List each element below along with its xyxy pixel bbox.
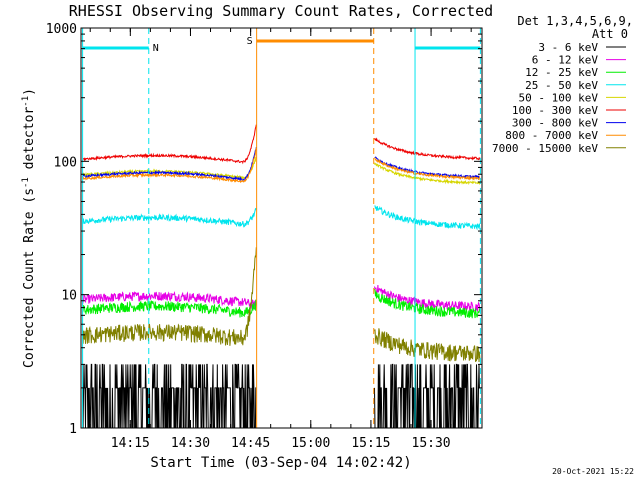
series-segment (374, 205, 481, 231)
series-segment (82, 124, 257, 165)
axis-ticks: 1 10 100 1000 14:15 14:30 14:45 15:00 15:15 15:30 (46, 22, 482, 451)
series-100-300-keV (82, 124, 481, 165)
series-segment (374, 162, 481, 186)
y-axis-label-end: ) (22, 88, 37, 96)
y-axis-label-sup1: -1 (21, 177, 31, 188)
series-7000-15000-keV (82, 247, 481, 363)
y-axis-label-main: Corrected Count Rate (s (22, 188, 37, 368)
legend-label: 3 - 6 keV (538, 41, 598, 54)
marker-label: N (153, 43, 159, 54)
attenuator-label: Att 0 (592, 27, 628, 41)
x-tick-label: 15:30 (412, 436, 451, 451)
y-tick-label: 1 (69, 422, 77, 437)
legend-label: 12 - 25 keV (525, 66, 598, 79)
y-axis-label: Corrected Count Rate (s-1 detector-1) (21, 88, 37, 368)
night-marker: N (82, 28, 159, 428)
detectors-header: Det 1,3,4,5,6,9, (517, 14, 633, 28)
series-segment (82, 147, 257, 184)
y-tick-label: 100 (54, 155, 77, 170)
series-800-7000-keV (82, 147, 481, 184)
plot-data-layer (82, 124, 481, 429)
series-segment (374, 363, 480, 429)
y-tick-label: 1000 (46, 22, 77, 37)
series-segment (82, 207, 257, 228)
series-segment (374, 137, 481, 161)
x-tick-label: 15:00 (291, 436, 330, 451)
series-segment (374, 328, 481, 363)
y-tick-label: 10 (61, 289, 77, 304)
legend-label: 800 - 7000 keV (505, 129, 598, 142)
series-segment (374, 288, 481, 319)
legend-label: 25 - 50 keV (525, 79, 598, 92)
series-segment (82, 147, 257, 182)
saa-marker: S (247, 28, 375, 428)
x-axis-label: Start Time (03-Sep-04 14:02:42) (150, 455, 411, 471)
x-tick-label: 14:30 (171, 436, 210, 451)
legend-label: 7000 - 15000 keV (492, 142, 598, 155)
x-tick-label: 15:15 (351, 436, 390, 451)
legend-label: 300 - 800 keV (512, 117, 598, 130)
timestamp: 20-Oct-2021 15:22 (552, 467, 634, 476)
series-segment (82, 247, 257, 346)
plot-frame (80, 27, 483, 429)
series-segment (374, 157, 481, 181)
y-axis-label-sup2: -1 (21, 96, 31, 107)
series-segment (82, 299, 257, 318)
x-tick-label: 14:45 (231, 436, 270, 451)
legend-label: 50 - 100 keV (519, 91, 599, 104)
y-axis-label-mid: detector (22, 107, 37, 178)
legend-label: 100 - 300 keV (512, 104, 598, 117)
chart-title: RHESSI Observing Summary Count Rates, Co… (69, 2, 493, 20)
x-tick-label: 14:15 (111, 436, 150, 451)
series-12-25-keV (82, 288, 481, 319)
marker-layer: NS (82, 28, 481, 428)
series-segment (82, 290, 257, 310)
night-marker (414, 28, 481, 428)
series-6-12-keV (82, 284, 481, 312)
series-25-50-keV (82, 205, 481, 231)
series-segment (374, 284, 481, 312)
legend-label: 6 - 12 keV (532, 54, 599, 67)
marker-label: S (247, 36, 253, 47)
